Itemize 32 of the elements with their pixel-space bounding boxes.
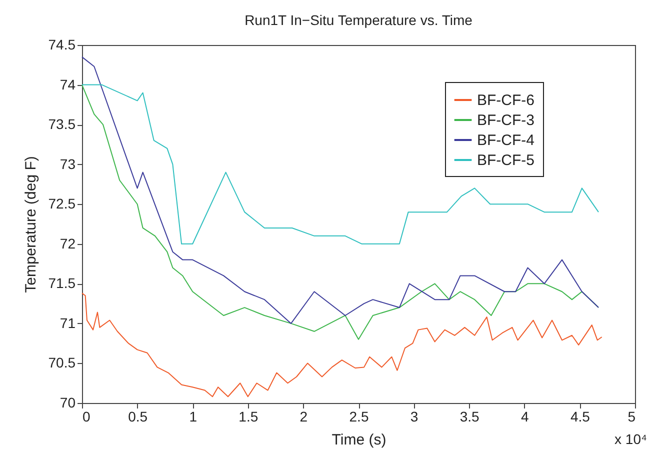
- x-tick-label: 4: [521, 408, 529, 424]
- y-tick-label: 71.5: [48, 275, 76, 292]
- y-tick-label: 74: [60, 76, 76, 92]
- y-tick-label: 70.5: [48, 354, 76, 371]
- text: x 10⁴: [614, 431, 647, 447]
- line-series: [82, 56, 599, 324]
- x-tick-label: 1.5: [238, 408, 258, 424]
- x-tick-label: 2.5: [349, 408, 369, 424]
- legend-label: BF-CF-4: [477, 132, 534, 149]
- x-tick-label: 0.5: [128, 408, 148, 424]
- line-series: [82, 292, 602, 398]
- legend-label: BF-CF-5: [477, 152, 534, 169]
- x-tick-label: 2: [300, 408, 308, 424]
- y-tick-label: 74.5: [48, 36, 76, 52]
- chart-title: Run1T In−Situ Temperature vs. Time: [244, 12, 473, 28]
- x-tick-label: 3: [410, 408, 418, 424]
- x-tick-label: 1: [189, 408, 198, 424]
- x-tick-label: 0: [82, 408, 90, 424]
- y-axis-title: Temperature (deg F): [22, 156, 40, 293]
- x-tick-label: 5: [628, 408, 636, 424]
- x-axis-title: Time (s): [332, 432, 386, 448]
- y-tick-label: 72: [60, 235, 76, 252]
- y-tick-label: 71: [60, 314, 76, 331]
- y-tick-label: 72.5: [48, 196, 76, 212]
- legend-label: BF-CF-3: [477, 112, 534, 129]
- line-series: [82, 84, 599, 244]
- y-tick-label: 73.5: [48, 116, 76, 132]
- y-tick-label: 70: [60, 394, 76, 410]
- y-tick-label: 73: [60, 156, 76, 172]
- x-tick-label: 4.5: [570, 408, 590, 424]
- legend-label: BF-CF-6: [477, 92, 534, 109]
- x-tick-label: 3.5: [460, 408, 480, 424]
